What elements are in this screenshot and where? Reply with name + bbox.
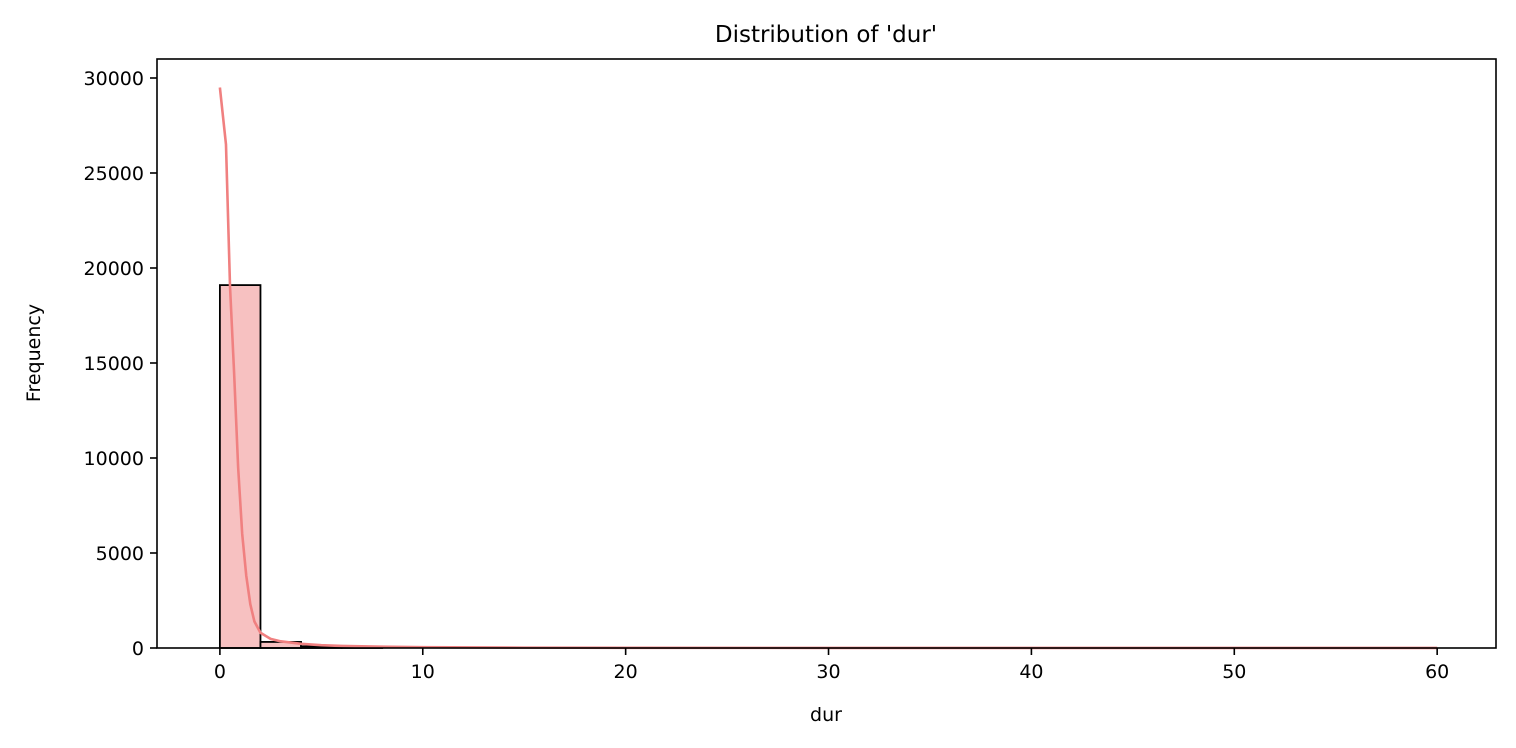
histogram-bar-0 xyxy=(218,284,262,649)
y-tick-label: 20000 xyxy=(84,258,144,280)
plot-frame xyxy=(156,58,1497,649)
y-axis-label: Frequency xyxy=(23,304,45,402)
y-axis-ticks: 0 5000 10000 15000 20000 25000 30000 xyxy=(84,68,157,660)
x-tick-label: 10 xyxy=(411,661,435,683)
chart-title: Distribution of 'dur' xyxy=(715,22,937,48)
y-tick-label: 5000 xyxy=(96,543,144,565)
x-tick-label: 60 xyxy=(1425,661,1449,683)
y-tick-label: 25000 xyxy=(84,163,144,185)
x-tick-label: 40 xyxy=(1019,661,1043,683)
x-axis-ticks: 0 10 20 30 40 50 60 xyxy=(214,648,1449,683)
y-tick-label: 30000 xyxy=(84,68,144,90)
y-tick-label: 15000 xyxy=(84,353,144,375)
x-tick-label: 0 xyxy=(214,661,226,683)
plot-background xyxy=(157,59,1496,648)
y-tick-label: 10000 xyxy=(84,448,144,470)
x-tick-label: 20 xyxy=(614,661,638,683)
x-axis-label: dur xyxy=(810,704,842,726)
x-tick-label: 50 xyxy=(1222,661,1246,683)
x-tick-label: 30 xyxy=(816,661,840,683)
y-tick-label: 0 xyxy=(132,638,144,660)
